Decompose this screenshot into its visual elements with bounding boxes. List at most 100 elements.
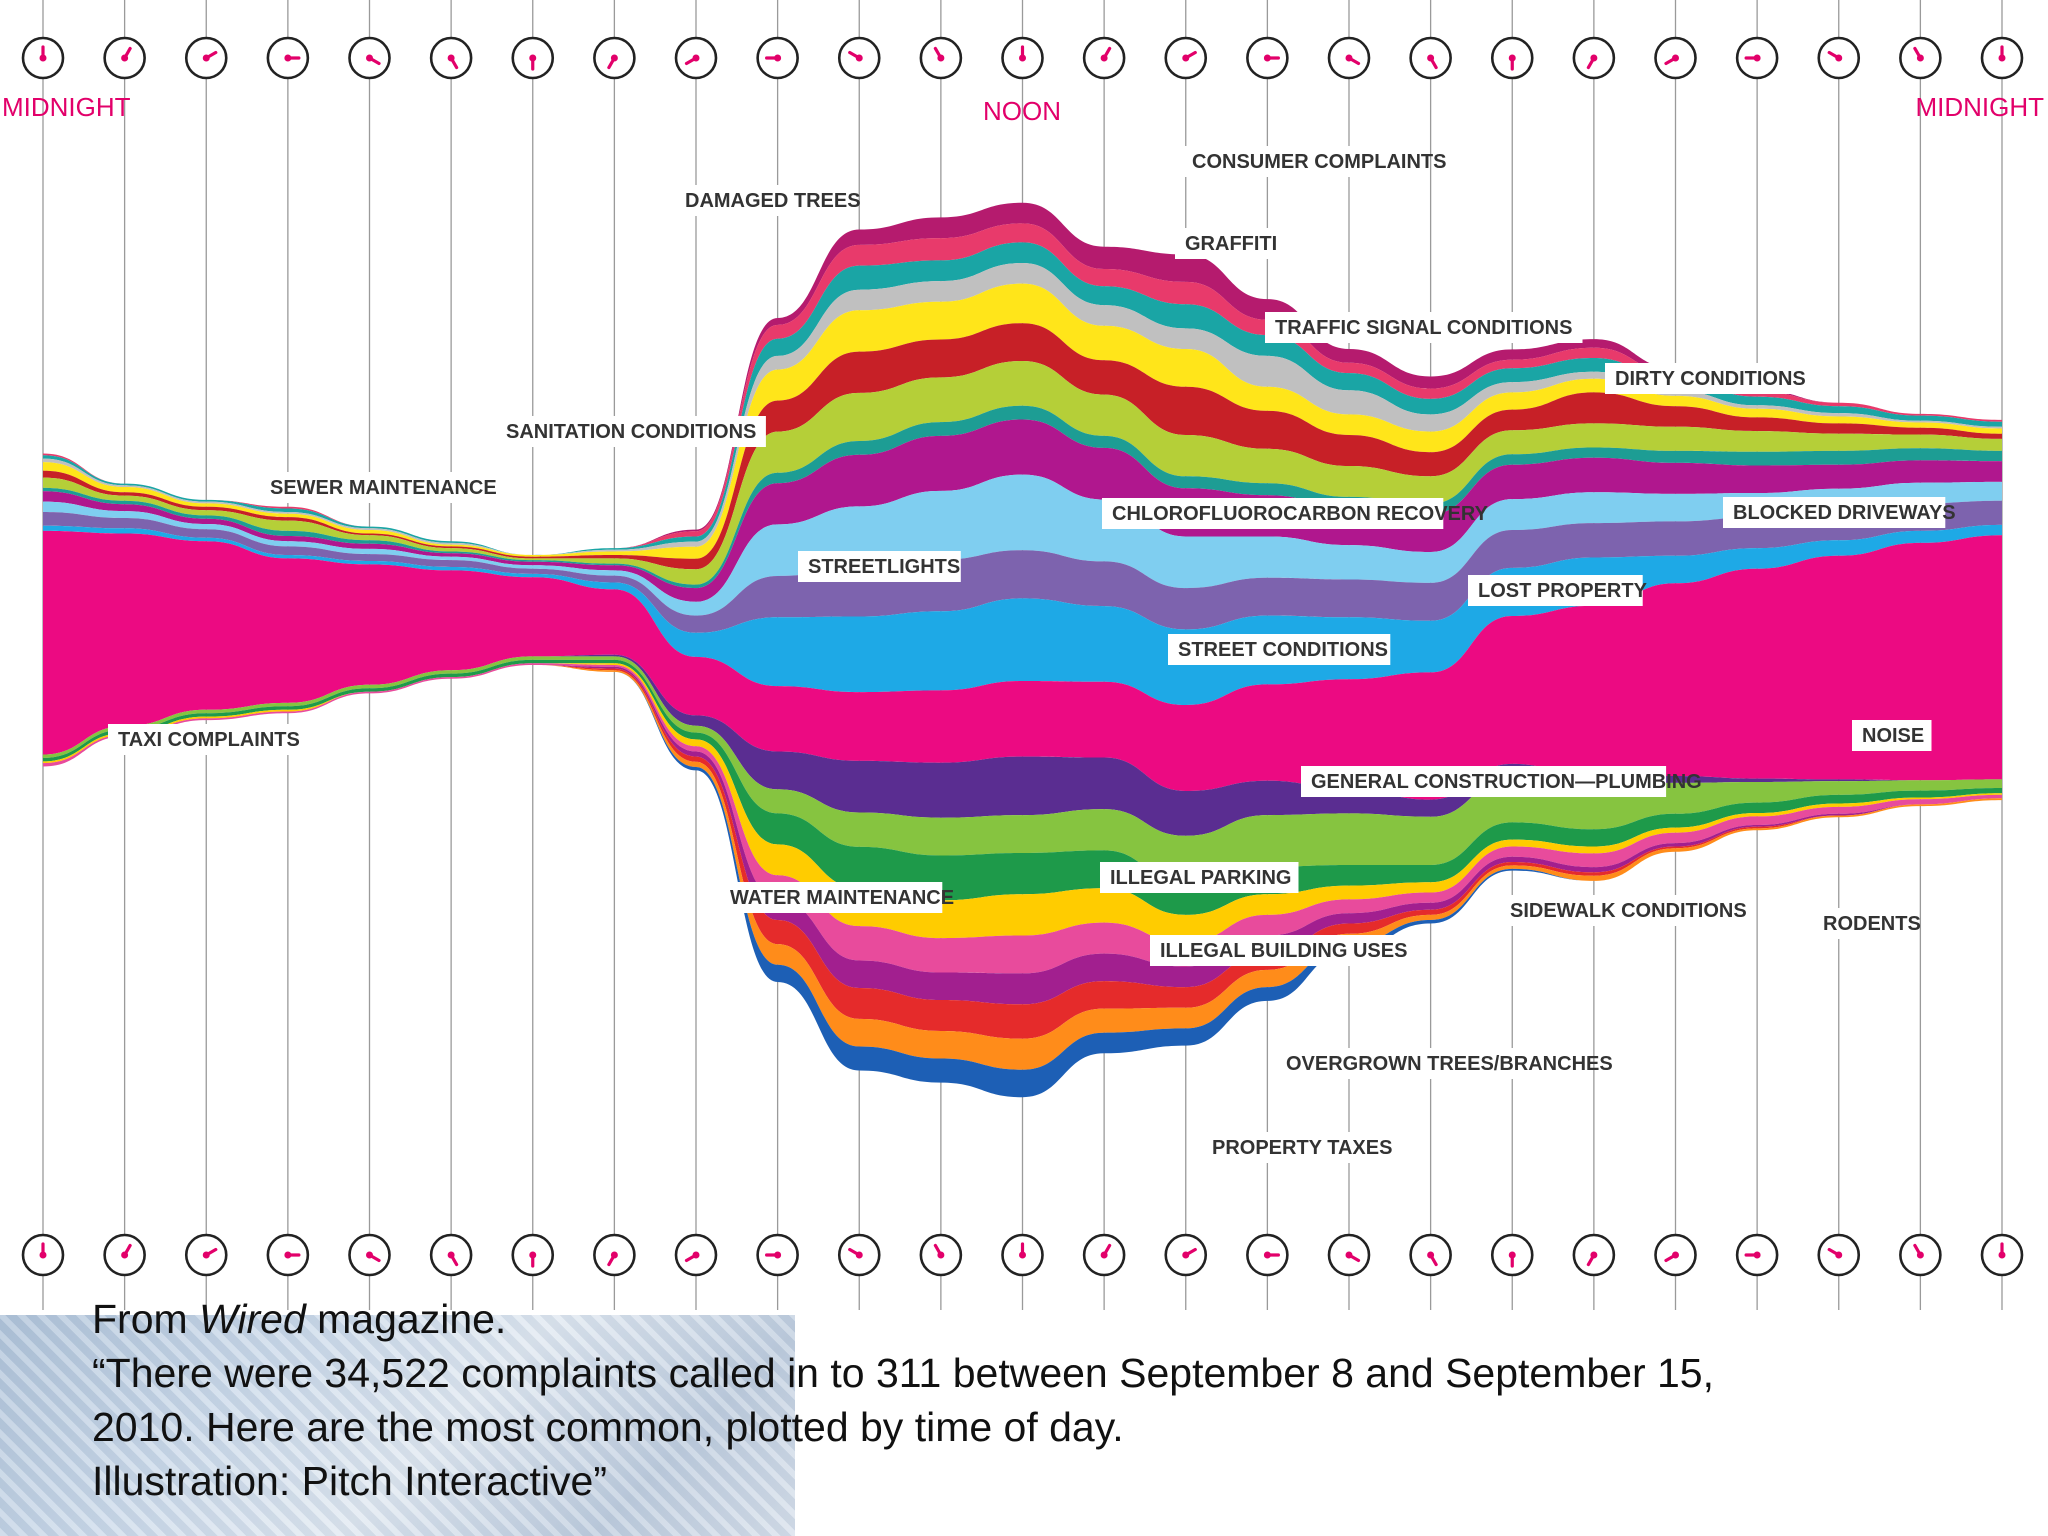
clock-top-pin-15 <box>1263 54 1271 62</box>
clock-top-pin-17 <box>1427 54 1435 62</box>
callout-box <box>1100 862 1299 893</box>
midnight-label-left: MIDNIGHT <box>2 92 131 122</box>
clock-icon <box>1735 36 1779 80</box>
background-photo-strip <box>0 1315 795 1536</box>
callout-graffiti: GRAFFITI <box>1175 228 1291 259</box>
callout-box <box>1813 908 1917 939</box>
caption-from: From <box>92 1296 200 1342</box>
clock-top-pin-4 <box>366 54 373 62</box>
callout-box <box>1301 766 1667 797</box>
caption-line-1: From Wired magazine. <box>92 1292 2012 1346</box>
clock-row-bottom <box>21 1233 2024 1277</box>
callout-box <box>720 882 943 913</box>
stream-layer-chlorofluorocarbon-recovery <box>43 419 2002 602</box>
callout-property-taxes: PROPERTY TAXES <box>1202 1132 1392 1163</box>
callout-overgrown-trees-branches: OVERGROWN TREES/BRANCHES <box>1276 1048 1613 1079</box>
callout-label: DIRTY CONDITIONS <box>1615 368 1806 390</box>
clock-icon <box>1082 36 1126 80</box>
callout-box <box>1175 228 1291 259</box>
stream-layer-street-conditions <box>43 524 2002 705</box>
clock-icon <box>1490 36 1534 80</box>
clock-bottom-pin-23 <box>1916 1251 1924 1259</box>
clock-bottom-pin-10 <box>855 1251 863 1259</box>
callout-box <box>1500 895 1747 926</box>
clock-icon <box>1899 36 1942 80</box>
clock-bottom-pin-14 <box>1182 1251 1190 1259</box>
clock-icon <box>1409 1233 1452 1277</box>
clock-bottom-pin-3 <box>284 1251 292 1259</box>
clock-top-pin-1 <box>121 54 129 62</box>
clock-top-pin-6 <box>529 54 537 62</box>
callout-box <box>798 551 961 582</box>
clock-top-pin-12 <box>1019 54 1026 62</box>
clock-icon <box>1327 36 1371 80</box>
clock-top-pin-9 <box>774 54 782 62</box>
clock-bottom-pin-9 <box>774 1251 782 1259</box>
clock-icon <box>1980 36 2024 80</box>
callout-box <box>108 724 307 755</box>
clock-bottom-pin-1 <box>121 1251 129 1259</box>
clock-top-pin-0 <box>39 54 47 62</box>
stream-layers <box>43 202 2002 1098</box>
callout-label: SANITATION CONDITIONS <box>506 421 756 443</box>
clock-bottom-pin-20 <box>1672 1251 1679 1259</box>
callout-box <box>1265 312 1583 343</box>
clock-icon <box>1572 36 1616 80</box>
callout-label: SIDEWALK CONDITIONS <box>1510 900 1747 922</box>
callout-label: NOISE <box>1862 725 1924 747</box>
callout-chlorofluorocarbon-recovery: CHLOROFLUOROCARBON RECOVERY <box>1102 498 1489 529</box>
clock-icon <box>1246 36 1289 80</box>
callout-box <box>1150 935 1420 966</box>
clock-row-top <box>21 36 2024 80</box>
stream-layer-noise <box>43 530 2002 800</box>
clock-icon <box>184 36 228 80</box>
callout-traffic-signal-conditions: TRAFFIC SIGNAL CONDITIONS <box>1265 312 1583 343</box>
clock-icon <box>266 1233 310 1277</box>
callout-label: STREET CONDITIONS <box>1178 639 1388 661</box>
stream-layer-taxi-complaints <box>43 659 2002 915</box>
callout-box <box>260 472 483 503</box>
midnight-label-right: MIDNIGHT <box>1915 92 2044 122</box>
clock-bottom-pin-17 <box>1427 1251 1435 1259</box>
caption-magazine-name: Wired <box>199 1296 306 1342</box>
stream-layer-lost-property <box>43 500 2002 633</box>
clock-bottom-pin-21 <box>1753 1251 1761 1259</box>
callout-label: ILLEGAL BUILDING USES <box>1160 940 1407 962</box>
callout-label: CHLOROFLUOROCARBON RECOVERY <box>1112 503 1489 525</box>
callout-consumer-complaints: CONSUMER COMPLAINTS <box>1182 146 1446 177</box>
clock-bottom-pin-16 <box>1345 1251 1353 1259</box>
clock-icon <box>1409 36 1452 80</box>
stream-layer-sewer-maintenance <box>43 361 2002 585</box>
callout-damaged-trees: DAMAGED TREES <box>675 185 861 216</box>
clock-bottom-pin-4 <box>366 1251 373 1259</box>
callout-rodents: RODENTS <box>1813 908 1921 939</box>
clock-bottom-pin-0 <box>39 1251 47 1259</box>
callout-sewer-maintenance: SEWER MAINTENANCE <box>260 472 497 503</box>
clock-icon <box>21 36 65 80</box>
clock-top-pin-13 <box>1100 54 1108 62</box>
callout-illegal-building-uses: ILLEGAL BUILDING USES <box>1150 935 1420 966</box>
callout-box <box>1182 146 1429 177</box>
clock-top-pin-14 <box>1182 54 1190 62</box>
clock-icon <box>1164 36 1208 80</box>
clock-bottom-pin-6 <box>529 1251 537 1259</box>
caption-line-2: “There were 34,522 complaints called in … <box>92 1350 1715 1396</box>
callout-label: TAXI COMPLAINTS <box>118 729 300 751</box>
clock-bottom-pin-12 <box>1019 1251 1026 1259</box>
clock-icon <box>429 1233 473 1277</box>
clock-bottom-pin-2 <box>202 1251 210 1259</box>
clock-icon <box>429 36 473 80</box>
clock-icon <box>1980 1233 2024 1277</box>
callout-label: GRAFFITI <box>1185 233 1277 255</box>
clock-top-pin-11 <box>937 54 945 62</box>
source-caption: From Wired magazine. “There were 34,522 … <box>92 1292 2012 1508</box>
clock-bottom-pin-7 <box>610 1251 618 1259</box>
clock-icon <box>103 1233 146 1277</box>
clock-icon <box>511 1233 555 1277</box>
clock-icon <box>21 1233 65 1277</box>
callout-label: TRAFFIC SIGNAL CONDITIONS <box>1275 317 1572 339</box>
clock-icon <box>674 36 718 80</box>
clock-top-pin-5 <box>447 54 455 62</box>
clock-top-pin-19 <box>1590 54 1598 62</box>
callout-box <box>1723 497 1946 528</box>
